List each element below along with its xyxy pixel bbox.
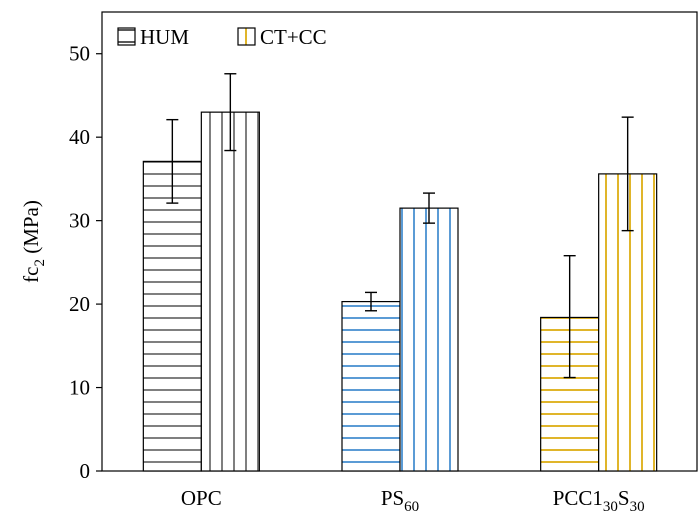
y-tick-label: 20: [69, 292, 90, 316]
y-tick-label: 0: [80, 459, 91, 483]
bar-hum-1: [142, 160, 202, 472]
bar-ct-cc-2: [399, 207, 459, 472]
bar-hum-2: [341, 300, 401, 472]
legend-label: CT+CC: [260, 25, 327, 49]
y-tick-label: 10: [69, 376, 90, 400]
x-category-label: PCC130S30: [553, 486, 645, 515]
legend-label: HUM: [140, 25, 189, 49]
y-tick-label: 40: [69, 125, 90, 149]
y-tick-label: 50: [69, 42, 90, 66]
bar-ct-cc-1: [200, 111, 260, 472]
legend-swatch-ct-cc: [237, 27, 256, 46]
x-category-label: OPC: [181, 486, 222, 510]
x-category-label: PS60: [381, 486, 419, 515]
y-axis-label: fc2 (MPa): [19, 200, 48, 283]
legend-swatch-hum: [117, 27, 136, 46]
y-tick-label: 30: [69, 209, 90, 233]
